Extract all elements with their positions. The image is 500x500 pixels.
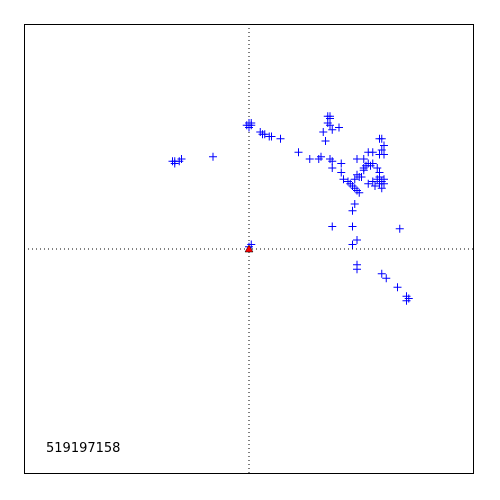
data-point-marker: [319, 128, 328, 136]
data-point-marker: [355, 188, 364, 197]
data-point-marker: [382, 274, 391, 283]
data-point-marker: [377, 269, 386, 278]
data-point-marker: [337, 168, 346, 177]
data-point-marker: [353, 260, 361, 269]
data-point-marker: [348, 240, 357, 249]
data-point-marker: [245, 123, 253, 132]
data-point-marker: [359, 155, 368, 163]
data-point-marker: [326, 114, 334, 123]
data-point-marker: [377, 146, 386, 154]
data-point-marker: [357, 173, 366, 181]
data-point-marker: [368, 148, 377, 157]
data-point-marker: [373, 175, 382, 184]
data-point-marker: [335, 123, 343, 132]
data-point-marker: [247, 240, 256, 249]
data-point-marker: [380, 141, 388, 150]
data-point-marker: [353, 236, 361, 244]
data-point-marker: [368, 177, 377, 186]
data-point-marker: [393, 283, 402, 292]
data-point-marker: [377, 134, 386, 143]
data-point-marker: [321, 137, 330, 145]
data-point-marker: [380, 150, 388, 159]
data-points: [168, 112, 413, 305]
data-point-marker: [209, 152, 217, 161]
data-point-marker: [371, 182, 379, 190]
data-point-marker: [377, 184, 386, 193]
chart-annotation: 519197158: [46, 441, 120, 456]
data-point-marker: [328, 222, 337, 231]
data-point-marker: [317, 152, 325, 161]
origin-marker: [244, 244, 254, 253]
data-point-marker: [350, 200, 359, 208]
data-point-marker: [348, 222, 357, 231]
data-point-marker: [395, 224, 404, 233]
data-point-marker: [339, 175, 348, 184]
data-point-marker: [380, 179, 388, 188]
data-point-marker: [177, 155, 186, 163]
data-point-marker: [294, 148, 303, 157]
data-point-marker: [276, 134, 285, 143]
data-point-marker: [328, 125, 337, 134]
data-point-marker: [328, 164, 337, 172]
data-point-marker: [350, 175, 359, 184]
data-point-marker: [402, 296, 411, 305]
data-point-marker: [326, 121, 334, 130]
data-point-marker: [353, 155, 361, 163]
data-point-marker: [373, 164, 382, 172]
data-point-marker: [260, 130, 269, 139]
data-point-marker: [348, 206, 357, 215]
data-point-marker: [337, 159, 346, 168]
data-point-marker: [267, 132, 276, 141]
data-point-marker: [364, 179, 373, 188]
plot-frame: [24, 24, 474, 474]
data-point-marker: [247, 119, 256, 127]
data-point-marker: [328, 157, 337, 166]
data-point-marker: [368, 159, 377, 168]
data-point-marker: [168, 157, 177, 166]
data-point-marker: [305, 155, 314, 163]
